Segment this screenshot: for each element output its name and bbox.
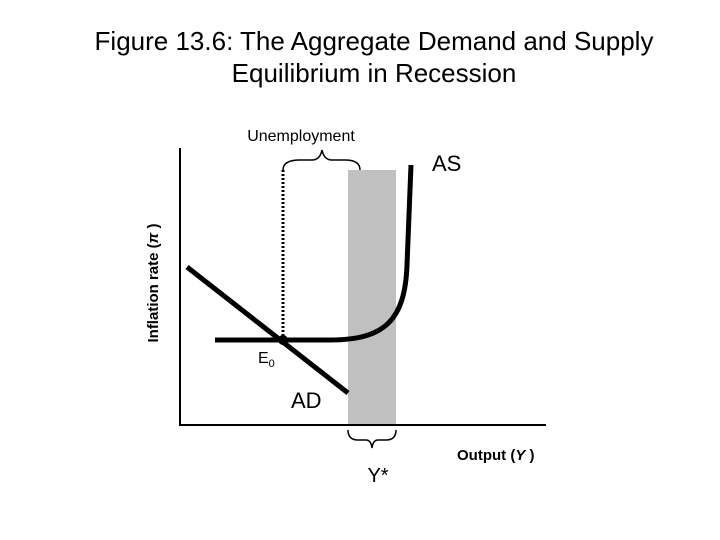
unemployment-brace: [282, 149, 361, 171]
equilibrium-point: [278, 335, 288, 345]
equilibrium-subscript: 0: [269, 358, 275, 370]
y-axis-label: Inflation rate (π ): [145, 223, 162, 342]
ad-label: AD: [291, 388, 322, 413]
x-label-text: Output (: [457, 447, 515, 464]
as-label: AS: [432, 151, 461, 176]
y-label-text: ): [145, 223, 162, 232]
output-brace: [347, 429, 397, 449]
title-line: Figure 13.6: The Aggregate Demand and Su…: [95, 26, 654, 56]
potential-output-label: Y*: [367, 465, 388, 487]
title-line: Equilibrium in Recession: [232, 58, 517, 88]
x-label-text: ): [525, 447, 534, 464]
ad-curve: [185, 265, 350, 395]
unemployment-label: Unemployment: [247, 128, 355, 145]
y-label-symbol: π: [145, 232, 162, 243]
y-label-text: Inflation rate (: [145, 243, 162, 342]
as-curve: [215, 164, 414, 343]
potential-band: [348, 170, 396, 425]
equilibrium-label: E0: [258, 350, 275, 370]
x-label-symbol: Y: [515, 447, 527, 464]
equilibrium-letter: E: [258, 350, 269, 367]
x-axis-label: Output (Y ): [457, 447, 535, 464]
